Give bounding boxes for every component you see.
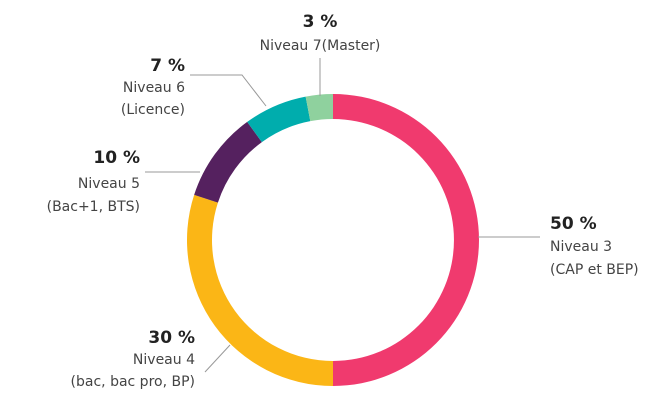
value-label: 7 % [150,56,185,76]
category-label: Niveau 6 [123,80,185,96]
category-label: (Bac+1, BTS) [47,199,140,215]
value-label: 10 % [93,148,140,168]
category-label: (bac, bac pro, BP) [71,374,195,390]
category-label: (Licence) [121,102,185,118]
donut-segment [305,94,333,122]
category-label: Niveau 7(Master) [260,38,381,54]
donut-segment [187,194,333,386]
category-label: Niveau 4 [133,352,195,368]
value-label: 50 % [550,214,597,234]
category-label: Niveau 5 [78,176,140,192]
value-label: 3 % [303,12,338,32]
donut-segment [333,94,479,386]
category-label: Niveau 3 [550,239,612,255]
value-label: 30 % [148,328,195,348]
leader-line [190,74,267,107]
category-label: (CAP et BEP) [550,262,639,278]
donut-segment [194,121,262,203]
leader-line [204,344,231,373]
donut-segment [247,96,311,143]
